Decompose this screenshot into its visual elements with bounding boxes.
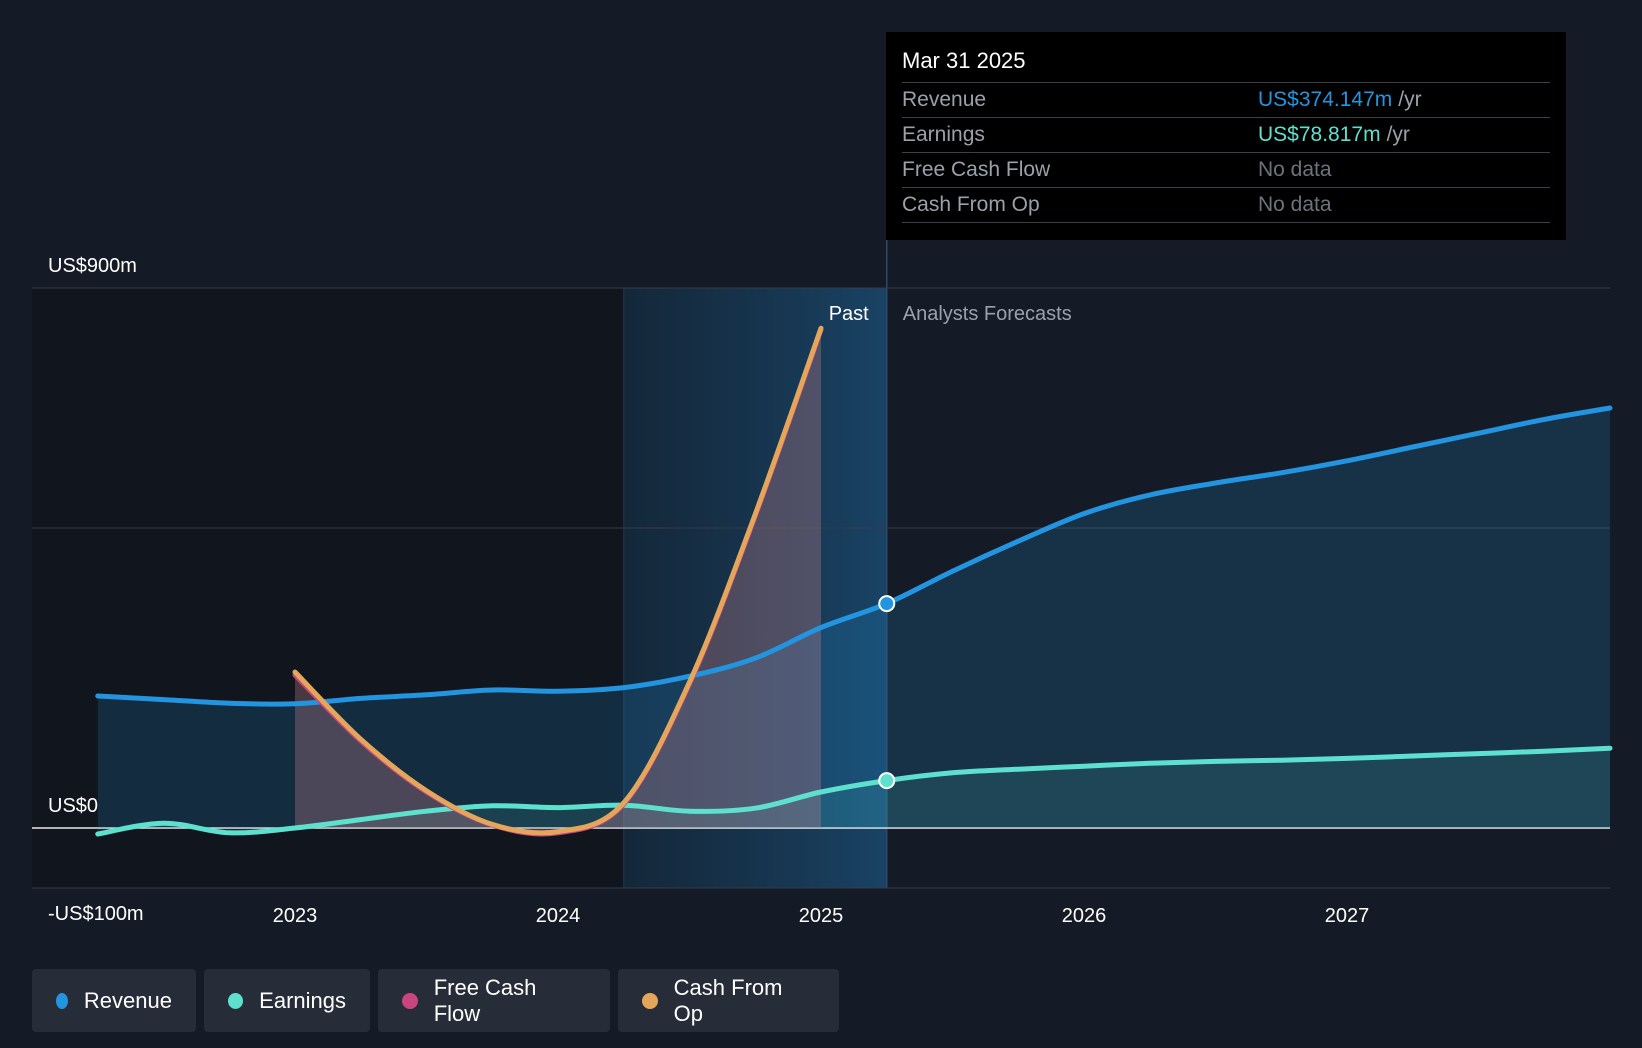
- tooltip-date: Mar 31 2025: [902, 48, 1026, 73]
- legend-item-earnings[interactable]: Earnings: [204, 969, 370, 1032]
- legend-item-revenue[interactable]: Revenue: [32, 969, 196, 1032]
- legend-dot-icon: [642, 992, 658, 1009]
- earnings-area: [97, 748, 1610, 834]
- earnings-point: [878, 772, 896, 790]
- revenue-point: [878, 595, 896, 613]
- revenue-line: [95, 405, 1613, 707]
- legend-item-cash-from-op[interactable]: Cash From Op: [618, 969, 839, 1032]
- legend-label: Free Cash Flow: [433, 974, 537, 1026]
- legend-label: Revenue: [83, 987, 172, 1013]
- tooltip-unit: /yr: [1386, 123, 1410, 146]
- past-label: Past: [829, 303, 869, 325]
- tooltip-label: Cash From Op: [902, 193, 1040, 216]
- forecast-label: Analysts Forecasts: [903, 303, 1072, 325]
- y-tick-label: -US$100m: [48, 903, 144, 925]
- tooltip-unit: /yr: [1398, 88, 1422, 111]
- legend-label: Earnings: [259, 987, 346, 1013]
- x-tick-label: 2026: [1062, 905, 1107, 927]
- x-tick-label: 2024: [536, 905, 581, 927]
- tooltip-label: Revenue: [902, 88, 987, 111]
- past-region: [32, 288, 624, 888]
- tooltip-value: No data: [1258, 158, 1332, 181]
- tooltip-value: US$78.817m: [1258, 123, 1381, 146]
- tooltip-value: No data: [1258, 193, 1332, 216]
- tooltip-row-revenue: Revenue US$374.147m /yr: [902, 82, 1550, 117]
- tooltip-panel: Mar 31 2025 Revenue US$374.147m /yr Earn…: [886, 32, 1566, 240]
- tooltip-label: Free Cash Flow: [902, 158, 1051, 181]
- x-tick-label: 2023: [273, 905, 318, 927]
- tooltip-row-earnings: Earnings US$78.817m /yr: [902, 117, 1550, 152]
- tooltip-row-cash-from-op: Cash From Op No data: [902, 187, 1550, 223]
- y-tick-label: US$900m: [48, 255, 137, 277]
- x-tick-label: 2027: [1325, 905, 1370, 927]
- tooltip-row-free-cash-flow: Free Cash Flow No data: [902, 152, 1550, 187]
- legend-dot-icon: [228, 992, 244, 1009]
- cash-from-op-area: [295, 328, 821, 833]
- legend-item-free-cash-flow[interactable]: Free Cash Flow: [378, 969, 610, 1032]
- cash-from-op-line: [292, 325, 824, 836]
- y-tick-label: US$0: [48, 795, 98, 817]
- earnings-line: [95, 745, 1613, 837]
- tooltip-value: US$374.147m: [1258, 88, 1393, 111]
- legend-dot-icon: [402, 992, 418, 1009]
- legend-dot-icon: [56, 992, 68, 1009]
- legend: Revenue Earnings Free Cash Flow Cash Fro…: [32, 969, 839, 1032]
- x-tick-label: 2025: [799, 905, 844, 927]
- legend-label: Cash From Op: [673, 974, 783, 1026]
- tooltip-label: Earnings: [902, 123, 985, 146]
